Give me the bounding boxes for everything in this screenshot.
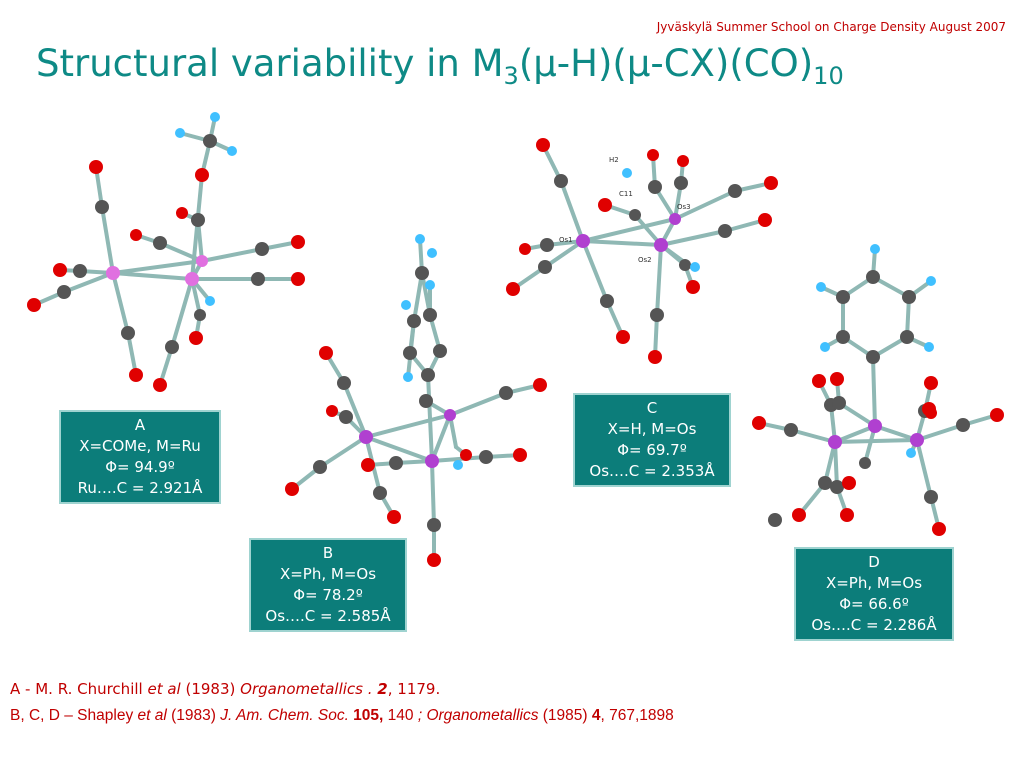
- structure-d-angle: Φ= 66.6º: [839, 595, 909, 613]
- ref1-prefix: A - M. R. Churchill: [10, 680, 148, 698]
- ref2-separator: ;: [417, 707, 427, 724]
- structure-d-formula: X=Ph, M=Os: [825, 574, 923, 592]
- structure-a-angle: Φ= 94.9º: [105, 458, 175, 476]
- structure-c-letter: C: [646, 399, 658, 417]
- atom-label-os1: Os1: [559, 236, 573, 244]
- structure-b-angle: Φ= 78.2º: [293, 586, 363, 604]
- ref1-year: (1983): [180, 680, 241, 698]
- ref2-prefix: B, C, D – Shapley: [10, 707, 138, 724]
- title-part2: (μ-H)(μ-CX)(CO): [518, 42, 814, 85]
- molecule-d: [752, 244, 1004, 536]
- structure-d-distance: Os….C = 2.286Å: [811, 616, 937, 634]
- structure-b-box: B X=Ph, M=Os Φ= 78.2º Os….C = 2.585Å: [249, 538, 407, 632]
- reference-1: A - M. R. Churchill et al (1983) Organom…: [10, 680, 674, 698]
- atom-label-os3: Os3: [677, 203, 691, 211]
- structure-b-distance: Os….C = 2.585Å: [265, 607, 391, 625]
- header-note: Jyväskylä Summer School on Charge Densit…: [656, 20, 1006, 34]
- structure-a-box: A X=COMe, M=Ru Φ= 94.9º Ru….C = 2.921Å: [59, 410, 221, 504]
- slide-title: Structural variability in M3(μ-H)(μ-CX)(…: [36, 42, 844, 90]
- structure-a-letter: A: [134, 416, 146, 434]
- molecule-c: H2 C11 Os1 Os2 Os3: [506, 138, 778, 364]
- ref2-etal: et al: [137, 707, 167, 724]
- structure-a-formula: X=COMe, M=Ru: [79, 437, 201, 455]
- ref1-pages: , 1179.: [387, 680, 441, 698]
- atom-label-h2: H2: [609, 156, 619, 164]
- structure-a-distance: Ru….C = 2.921Å: [77, 479, 203, 497]
- ref1-journal: Organometallics .: [240, 680, 378, 698]
- structure-d-letter: D: [868, 553, 880, 571]
- ref1-volume: 2: [377, 680, 388, 698]
- ref2-pages: 140: [383, 707, 418, 724]
- structure-d-box: D X=Ph, M=Os Φ= 66.6º Os….C = 2.286Å: [794, 547, 954, 641]
- atom-label-os2: Os2: [638, 256, 652, 264]
- title-main: Structural variability in M: [36, 42, 504, 85]
- ref2-volume2: 4: [591, 707, 601, 724]
- molecule-b: [285, 234, 547, 567]
- ref2-volume: 105,: [348, 707, 384, 724]
- ref2-journal: J. Am. Chem. Soc.: [220, 707, 349, 724]
- molecule-a: [27, 112, 305, 392]
- reference-2: B, C, D – Shapley et al (1983) J. Am. Ch…: [10, 707, 674, 725]
- structure-c-angle: Φ= 69.7º: [617, 441, 687, 459]
- ref1-etal: et al: [147, 680, 181, 698]
- title-subscript-10: 10: [813, 62, 844, 90]
- ref2-year: (1983): [166, 707, 221, 724]
- references: A - M. R. Churchill et al (1983) Organom…: [10, 680, 674, 734]
- structure-c-distance: Os….C = 2.353Å: [589, 462, 715, 480]
- ref2-year2: (1985): [538, 707, 592, 724]
- structure-c-formula: X=H, M=Os: [607, 420, 697, 438]
- structure-b-letter: B: [322, 544, 334, 562]
- structure-c-box: C X=H, M=Os Φ= 69.7º Os….C = 2.353Å: [573, 393, 731, 487]
- title-subscript-3: 3: [503, 62, 519, 90]
- structure-b-formula: X=Ph, M=Os: [279, 565, 377, 583]
- atom-label-c11: C11: [619, 190, 633, 198]
- ref2-pages2: , 767,1898: [600, 707, 674, 724]
- ref2-journal2: Organometallics: [426, 707, 539, 724]
